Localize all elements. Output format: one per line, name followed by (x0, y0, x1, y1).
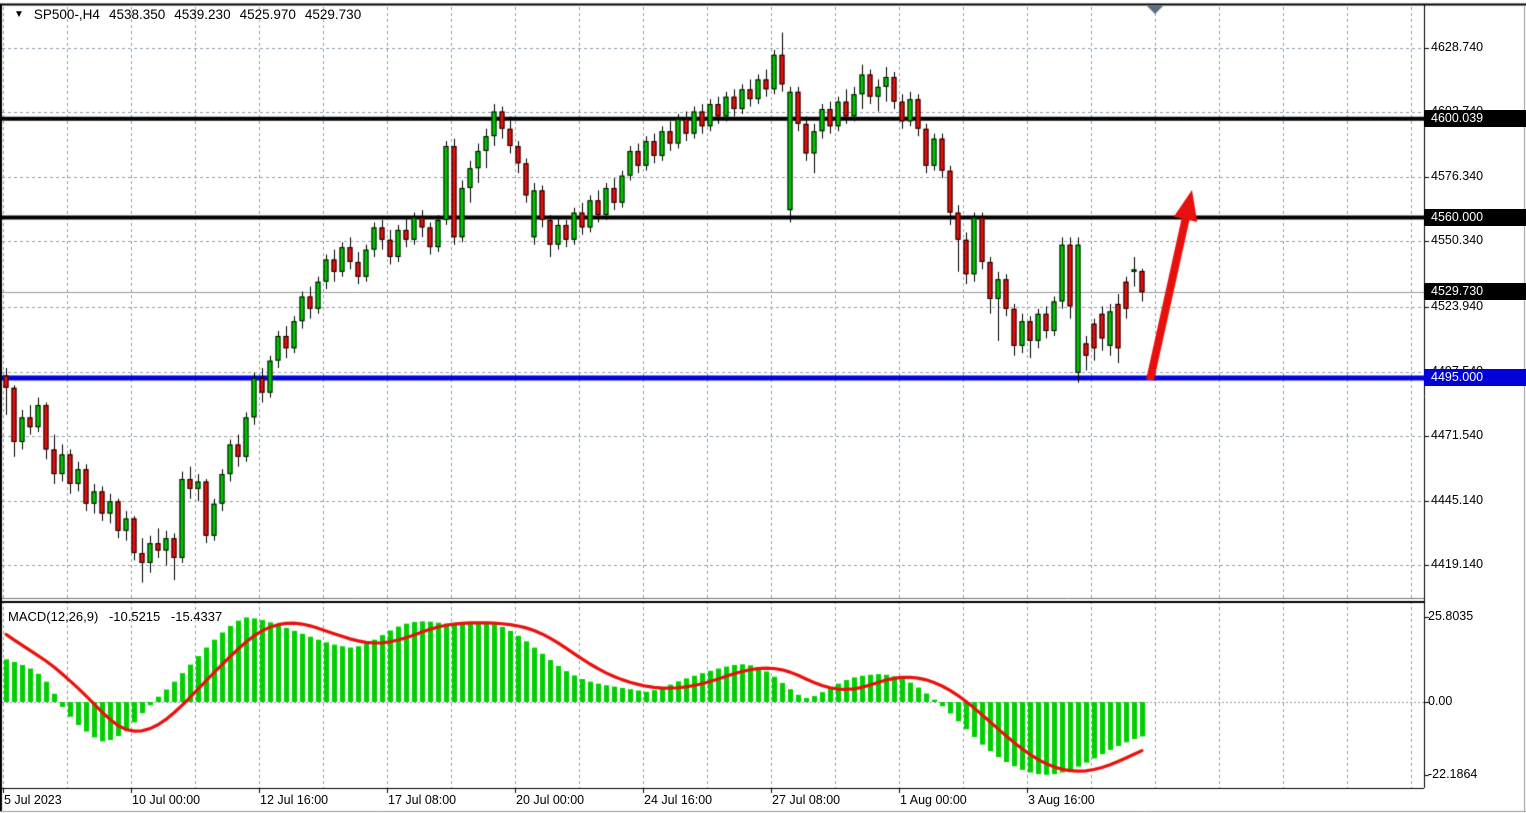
time-axis-label: 1 Aug 00:00 (900, 793, 967, 807)
time-axis-label: 17 Jul 08:00 (388, 793, 457, 807)
time-axis-label: 12 Jul 16:00 (260, 793, 329, 807)
macd-signal-value: -15.4337 (170, 609, 223, 624)
time-axis-label: 10 Jul 00:00 (132, 793, 201, 807)
ohlc-open: 4538.350 (108, 7, 166, 22)
symbol-marker-icon: ▼ (14, 8, 24, 20)
price-axis-label: 4628.740 (1431, 40, 1484, 54)
price-badge: 4560.000 (1424, 208, 1526, 226)
price-badge: 4600.039 (1424, 109, 1526, 127)
time-axis-label: 24 Jul 16:00 (644, 793, 713, 807)
macd-axis-label: 0.00 (1428, 694, 1453, 708)
time-axis-label: 3 Aug 16:00 (1028, 793, 1095, 807)
price-axis-label: 4471.540 (1431, 427, 1484, 442)
macd-axis-label: 25.8035 (1428, 609, 1474, 624)
price-axis-label: 4523.940 (1431, 298, 1484, 313)
ohlc-low: 4525.970 (239, 7, 296, 22)
time-axis-label: 27 Jul 08:00 (772, 793, 841, 807)
price-axis-label: 4550.340 (1431, 233, 1484, 248)
symbol-timeframe: SP500-,H4 (33, 7, 100, 22)
time-axis-label: 20 Jul 00:00 (516, 793, 585, 807)
macd-main-value: -10.5215 (108, 609, 161, 624)
price-axis-label: 4419.140 (1431, 557, 1484, 572)
price-axis-label: 4445.140 (1431, 492, 1484, 507)
time-axis-label: 5 Jul 2023 (4, 793, 62, 807)
macd-axis-label: -22.1864 (1428, 766, 1478, 781)
price-badge: 4495.000 (1424, 368, 1526, 386)
macd-indicator-label: MACD(12,26,9) -10.5215 -15.4337 (8, 609, 222, 624)
ohlc-close: 4529.730 (304, 7, 362, 22)
price-axis-label: 4576.340 (1431, 169, 1484, 184)
chart-title: ▼ SP500-,H4 4538.350 4539.230 4525.970 4… (14, 7, 361, 22)
price-badge: 4529.730 (1424, 283, 1526, 301)
ohlc-high: 4539.230 (174, 7, 231, 22)
macd-name: MACD(12,26,9) (8, 609, 99, 624)
